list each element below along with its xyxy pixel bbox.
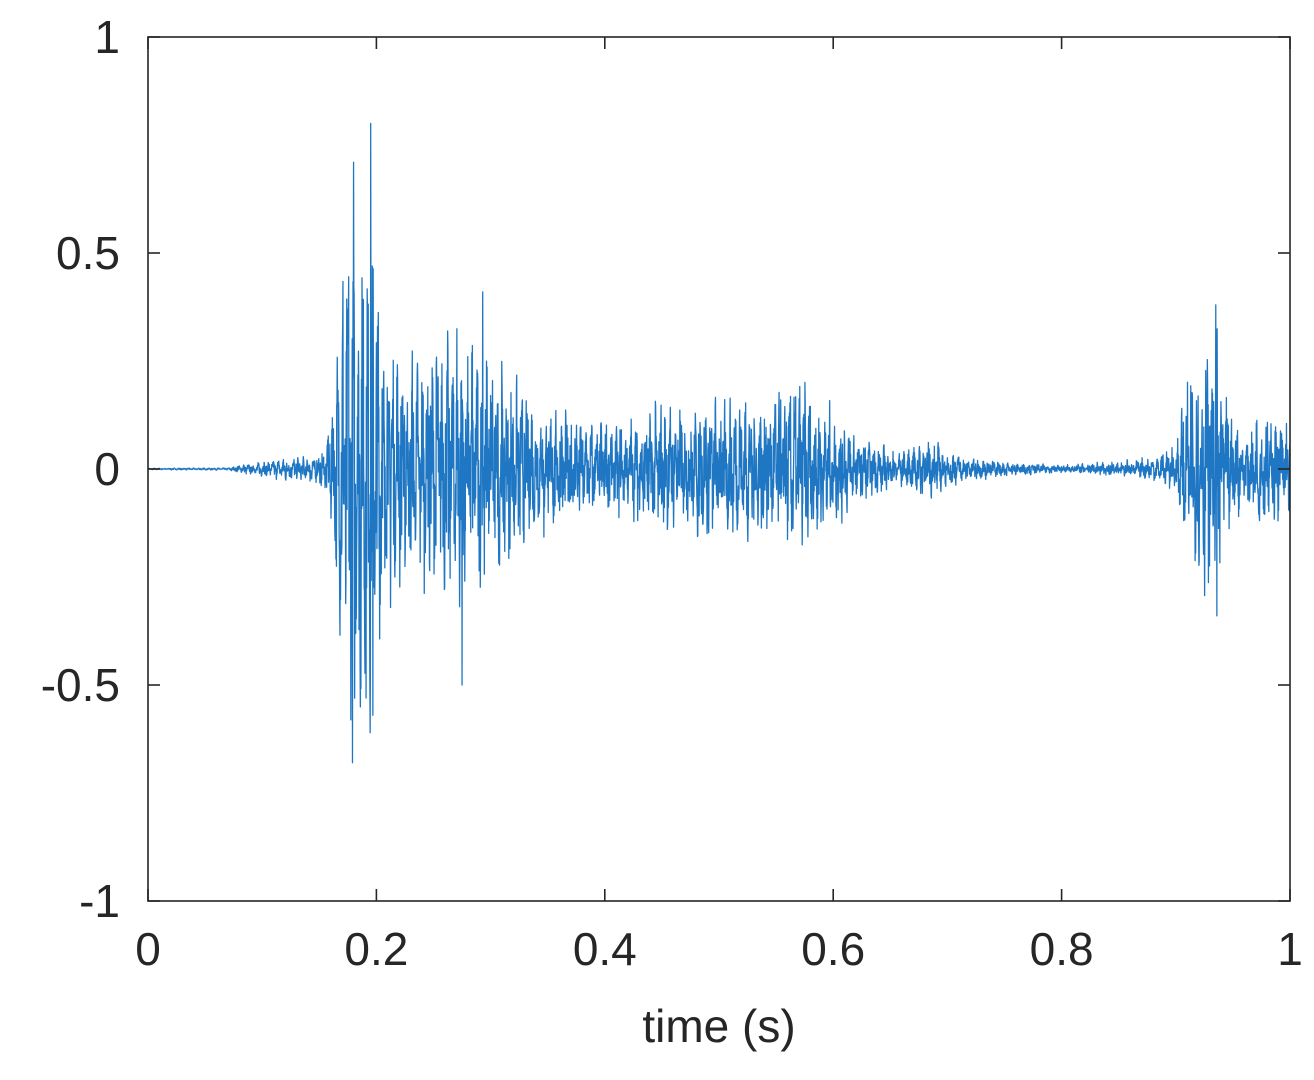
x-tick-label: 0.4 — [573, 923, 637, 975]
y-tick-label: 0 — [94, 443, 120, 495]
x-tick-label: 1 — [1277, 923, 1303, 975]
x-tick-label: 0.6 — [801, 923, 865, 975]
axis-ticks — [147, 36, 1291, 902]
y-tick-label: 0.5 — [56, 227, 120, 279]
waveform-series-line — [147, 122, 1291, 764]
y-axis-tick-labels: -1 -0.5 0 0.5 1 — [41, 11, 120, 927]
y-tick-label: -1 — [79, 875, 120, 927]
x-tick-label: 0.8 — [1030, 923, 1094, 975]
x-tick-label: 0 — [135, 923, 161, 975]
y-tick-label: 1 — [94, 11, 120, 63]
x-axis-title: time (s) — [642, 1000, 795, 1052]
x-axis-tick-labels: 0 0.2 0.4 0.6 0.8 1 — [135, 923, 1303, 975]
x-tick-label: 0.2 — [344, 923, 408, 975]
y-tick-label: -0.5 — [41, 659, 120, 711]
